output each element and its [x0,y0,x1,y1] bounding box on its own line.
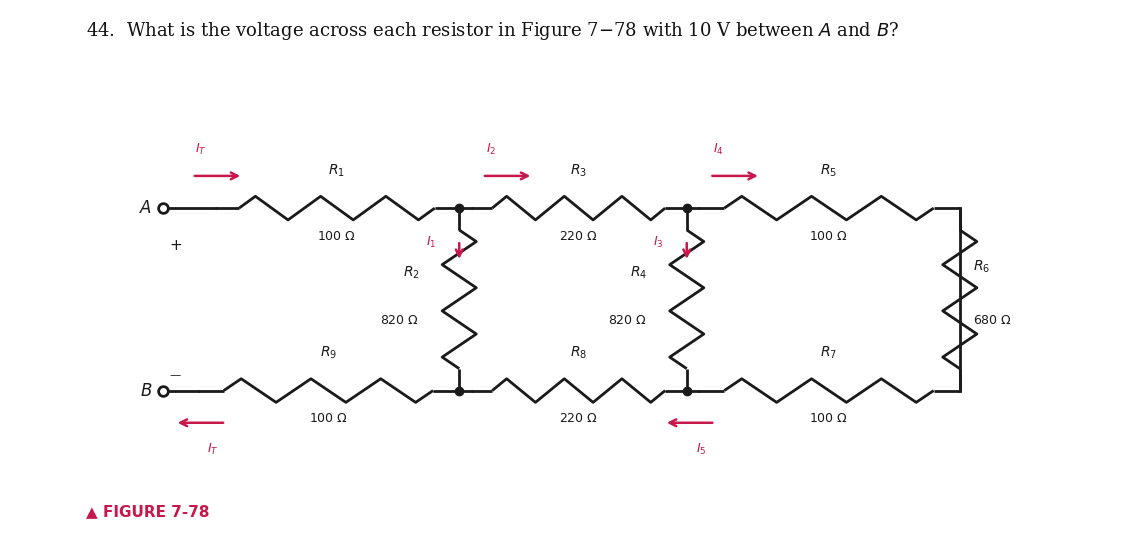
Text: $+$: $+$ [170,238,182,253]
Text: 820 $\Omega$: 820 $\Omega$ [380,314,419,328]
Text: $R_6$: $R_6$ [973,259,990,275]
Text: $B$: $B$ [140,382,152,399]
Text: $I_4$: $I_4$ [713,142,724,157]
Text: $R_4$: $R_4$ [630,264,647,281]
Text: 100 $\Omega$: 100 $\Omega$ [809,412,848,425]
Text: $R_8$: $R_8$ [570,344,587,361]
Text: $R_1$: $R_1$ [329,162,345,179]
Text: $R_9$: $R_9$ [320,344,337,361]
Text: $A$: $A$ [139,199,152,217]
Text: $R_5$: $R_5$ [821,162,838,179]
Text: 220 $\Omega$: 220 $\Omega$ [559,229,598,243]
Text: $I_2$: $I_2$ [486,142,496,157]
Text: —: — [170,370,180,380]
Text: 100 $\Omega$: 100 $\Omega$ [309,412,348,425]
Text: $I_T$: $I_T$ [195,142,206,157]
Text: 100 $\Omega$: 100 $\Omega$ [809,229,848,243]
Text: $I_5$: $I_5$ [697,441,707,457]
Text: ▲ FIGURE 7-78: ▲ FIGURE 7-78 [86,504,210,519]
Text: $I_3$: $I_3$ [653,235,664,250]
Text: $I_1$: $I_1$ [426,235,437,250]
Text: 820 $\Omega$: 820 $\Omega$ [609,314,647,328]
Text: 100 $\Omega$: 100 $\Omega$ [317,229,356,243]
Text: 220 $\Omega$: 220 $\Omega$ [559,412,598,425]
Text: $R_2$: $R_2$ [402,264,419,281]
Text: $R_3$: $R_3$ [571,162,587,179]
Text: 44.  What is the voltage across each resistor in Figure 7$-$78 with 10 V between: 44. What is the voltage across each resi… [86,20,900,43]
Text: $R_7$: $R_7$ [821,344,838,361]
Text: $I_T$: $I_T$ [206,441,218,457]
Text: 680 $\Omega$: 680 $\Omega$ [973,314,1012,328]
